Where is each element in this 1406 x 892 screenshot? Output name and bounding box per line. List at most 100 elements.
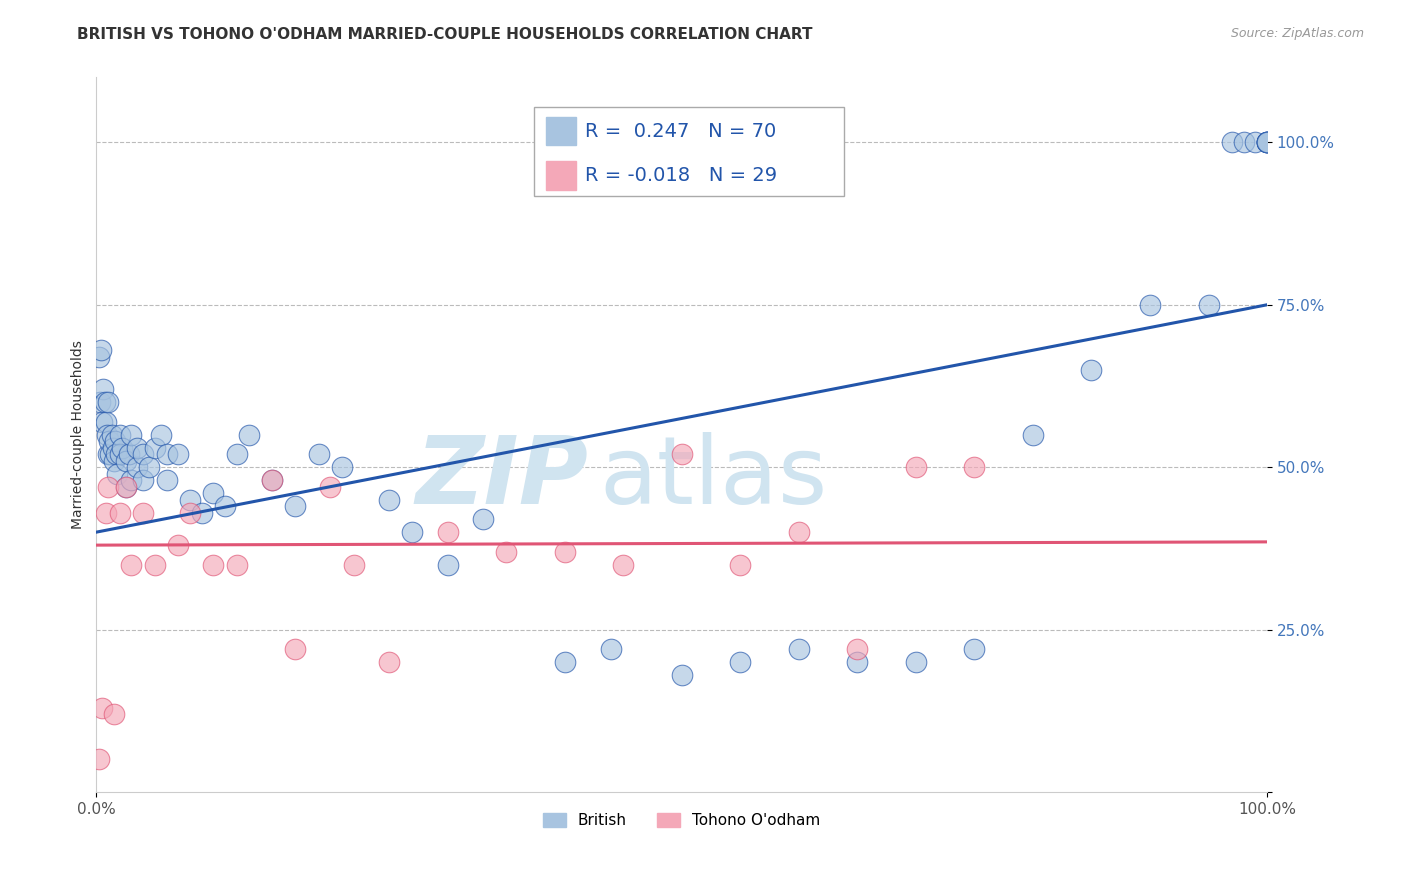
Point bbox=[1256, 136, 1278, 150]
Point bbox=[87, 350, 110, 364]
Text: BRITISH VS TOHONO O'ODHAM MARRIED-COUPLE HOUSEHOLDS CORRELATION CHART: BRITISH VS TOHONO O'ODHAM MARRIED-COUPLE… bbox=[77, 27, 813, 42]
Point bbox=[91, 415, 114, 429]
Point bbox=[91, 700, 114, 714]
Point bbox=[127, 441, 149, 455]
Point bbox=[179, 506, 201, 520]
Point bbox=[284, 642, 307, 657]
Point bbox=[121, 558, 143, 572]
Point bbox=[214, 499, 236, 513]
Point bbox=[114, 453, 136, 467]
Point bbox=[97, 447, 120, 461]
Point bbox=[308, 447, 330, 461]
Point bbox=[260, 473, 283, 487]
Text: R = -0.018   N = 29: R = -0.018 N = 29 bbox=[585, 166, 778, 186]
Point bbox=[143, 558, 166, 572]
Point bbox=[343, 558, 366, 572]
Point bbox=[138, 460, 160, 475]
Point bbox=[904, 460, 927, 475]
Legend: British, Tohono O'odham: British, Tohono O'odham bbox=[537, 807, 827, 834]
Point bbox=[132, 473, 155, 487]
Point bbox=[97, 395, 120, 409]
Point bbox=[121, 473, 143, 487]
Point bbox=[1233, 136, 1256, 150]
Point bbox=[378, 492, 401, 507]
Point bbox=[1256, 136, 1278, 150]
Point bbox=[225, 447, 247, 461]
Point bbox=[101, 441, 124, 455]
Point bbox=[149, 427, 172, 442]
Point bbox=[100, 427, 122, 442]
Point bbox=[401, 525, 423, 540]
Text: atlas: atlas bbox=[600, 432, 828, 524]
Point bbox=[114, 480, 136, 494]
Y-axis label: Married-couple Households: Married-couple Households bbox=[72, 340, 86, 529]
Point bbox=[436, 525, 458, 540]
Point bbox=[728, 558, 751, 572]
Point bbox=[143, 441, 166, 455]
Point bbox=[671, 668, 693, 682]
Point bbox=[554, 544, 576, 558]
Point bbox=[100, 447, 122, 461]
Point bbox=[1220, 136, 1243, 150]
Point bbox=[97, 480, 120, 494]
Point bbox=[108, 447, 131, 461]
Point bbox=[103, 453, 125, 467]
Point bbox=[554, 655, 576, 669]
Text: R =  0.247   N = 70: R = 0.247 N = 70 bbox=[585, 121, 776, 141]
Point bbox=[167, 447, 190, 461]
Point bbox=[904, 655, 927, 669]
Point bbox=[132, 447, 155, 461]
Point bbox=[495, 544, 517, 558]
Text: ZIP: ZIP bbox=[415, 432, 588, 524]
Point bbox=[103, 706, 125, 721]
Point bbox=[155, 473, 177, 487]
Point bbox=[118, 447, 141, 461]
Point bbox=[238, 427, 260, 442]
Point bbox=[202, 486, 225, 500]
Point bbox=[1244, 136, 1267, 150]
Point bbox=[179, 492, 201, 507]
Point bbox=[132, 506, 155, 520]
Point bbox=[1022, 427, 1045, 442]
Point bbox=[846, 642, 869, 657]
Point bbox=[167, 538, 190, 552]
Point bbox=[319, 480, 342, 494]
Point bbox=[127, 460, 149, 475]
Point bbox=[1198, 298, 1220, 312]
Point bbox=[93, 382, 115, 396]
Point bbox=[94, 506, 117, 520]
Point bbox=[1256, 136, 1278, 150]
Point bbox=[94, 415, 117, 429]
Point bbox=[787, 525, 810, 540]
Point bbox=[330, 460, 353, 475]
Point bbox=[98, 434, 121, 449]
Point bbox=[108, 427, 131, 442]
Point bbox=[471, 512, 494, 526]
Point bbox=[1256, 136, 1278, 150]
Point bbox=[284, 499, 307, 513]
Point bbox=[378, 655, 401, 669]
Point bbox=[93, 395, 115, 409]
Point bbox=[671, 447, 693, 461]
Point bbox=[87, 752, 110, 766]
Text: Source: ZipAtlas.com: Source: ZipAtlas.com bbox=[1230, 27, 1364, 40]
Point bbox=[1256, 136, 1278, 150]
Point bbox=[225, 558, 247, 572]
Point bbox=[787, 642, 810, 657]
Point bbox=[846, 655, 869, 669]
Point bbox=[728, 655, 751, 669]
Point bbox=[111, 441, 134, 455]
Point bbox=[108, 506, 131, 520]
Point bbox=[1139, 298, 1161, 312]
Point bbox=[260, 473, 283, 487]
Point bbox=[107, 467, 129, 481]
Point bbox=[600, 642, 623, 657]
Point bbox=[89, 395, 111, 409]
Point bbox=[190, 506, 212, 520]
Point bbox=[105, 447, 128, 461]
Point bbox=[114, 480, 136, 494]
Point bbox=[121, 427, 143, 442]
Point bbox=[104, 434, 127, 449]
Point bbox=[1080, 363, 1102, 377]
Point bbox=[96, 427, 118, 442]
